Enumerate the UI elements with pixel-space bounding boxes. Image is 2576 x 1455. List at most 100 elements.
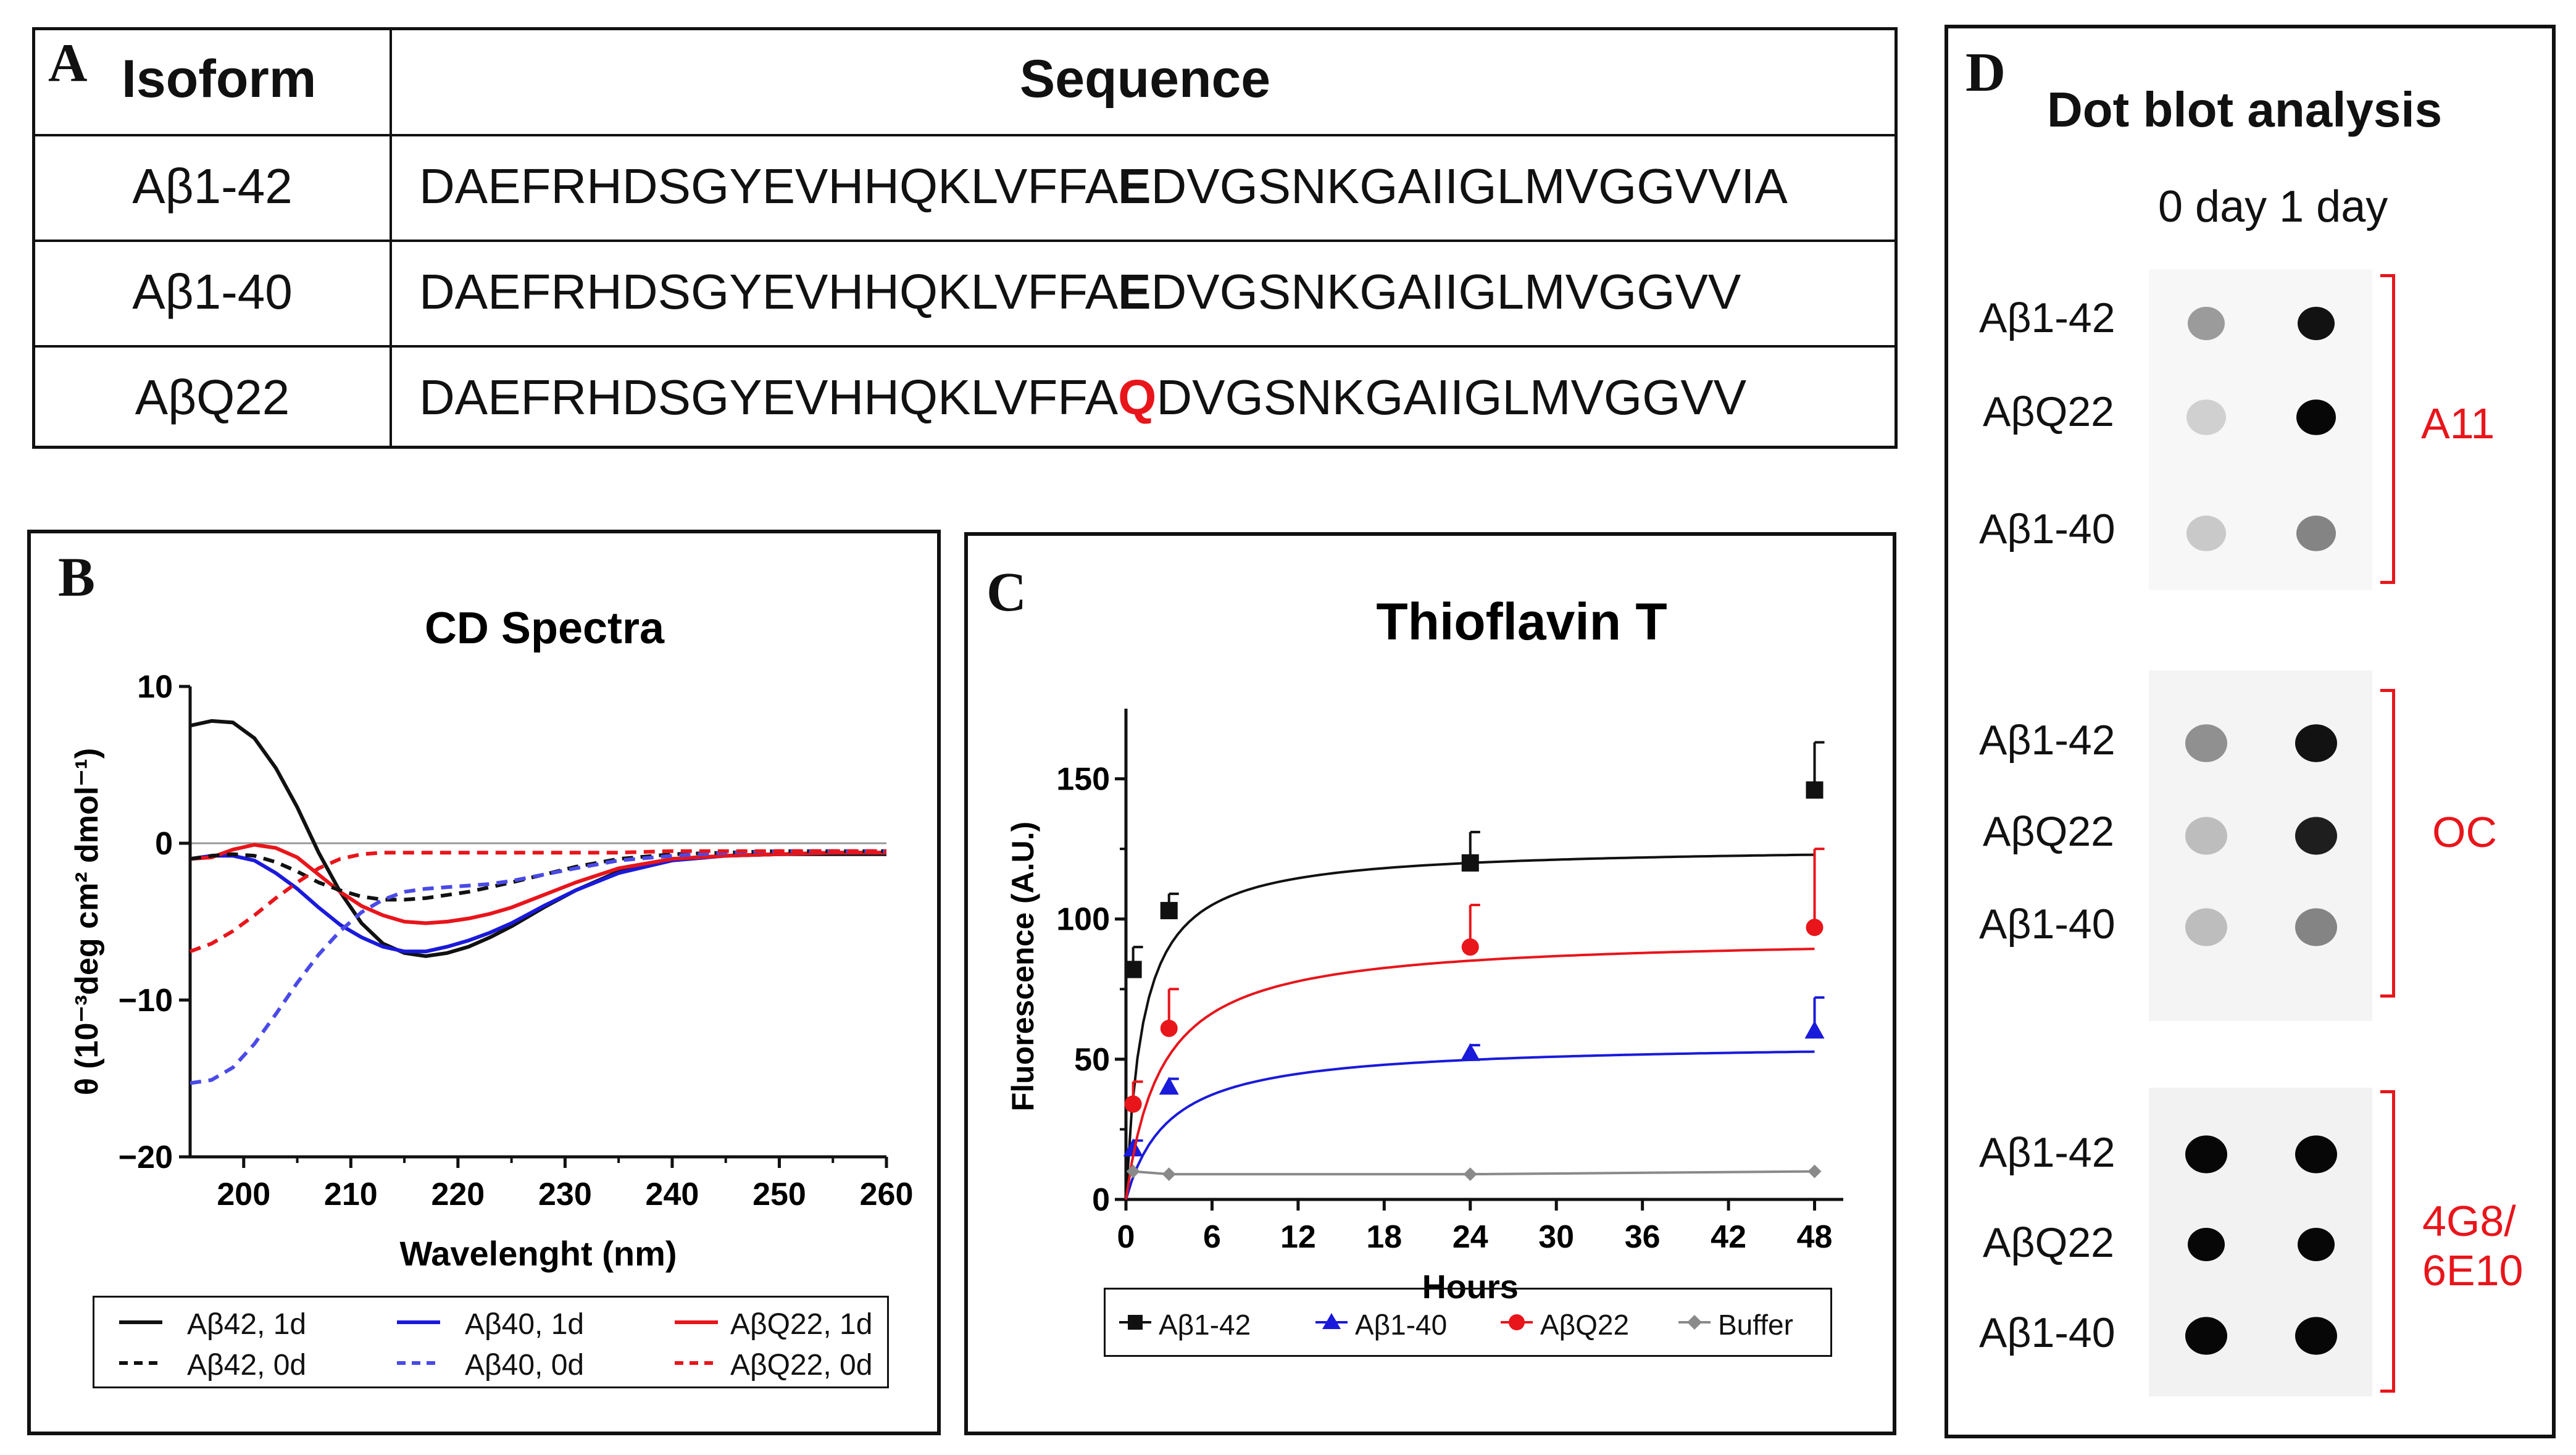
- tht-title: Thioflavin T: [1376, 593, 1667, 651]
- row-2-sequence: DAEFRHDSGYEVHHQKLVFFAEDVGSNKGAIIGLMVGGVV: [419, 264, 1741, 320]
- row-1-residue: E: [1118, 159, 1151, 214]
- row-3-sequence: DAEFRHDSGYEVHHQKLVFFAQDVGSNKGAIIGLMVGGVV: [419, 369, 1746, 426]
- tht-legend-markers: [1119, 1313, 1711, 1330]
- row-3-seq-post: DVGSNKGAIIGLMVGGVV: [1156, 370, 1747, 425]
- antibody-label-4g8-line1: 4G8/: [2422, 1197, 2516, 1245]
- tht-point-a-q22: [1160, 1019, 1178, 1037]
- blot-membrane-oc: [2149, 670, 2372, 1021]
- 4g8-bracket: [2380, 1090, 2395, 1393]
- tht-fit-buffer: [1133, 1170, 1815, 1176]
- blot-oc-label-1: Aβ1-42: [1979, 717, 2115, 764]
- tht-point-buffer: [1807, 1164, 1822, 1178]
- panel-d: D Dot blot analysis 0 day 1 day Aβ1-42 A…: [1945, 25, 2556, 1438]
- blot-membrane-4g8: [2149, 1088, 2372, 1396]
- cd-spectra-chart: CD Spectra 10 0 −10 −20 200 210 220 230 240 250 260…: [69, 604, 914, 1273]
- dot-spot-3-1d-1: [2295, 1135, 2337, 1174]
- tht-fit-a-q22: [1125, 948, 1815, 1200]
- row-2-residue: E: [1118, 264, 1151, 319]
- row-1-isoform: Aβ1-42: [132, 159, 293, 214]
- cd-x-tick-label: 250: [752, 1177, 806, 1212]
- cd-x-tick-label: 260: [860, 1177, 914, 1212]
- row-2-seq-pre: DAEFRHDSGYEVHHQKLVFFA: [419, 264, 1119, 319]
- cd-y-tick-label: 10: [137, 669, 173, 705]
- cd-series-a-q22-0d: [189, 849, 886, 954]
- tht-point-buffer: [1463, 1167, 1477, 1182]
- table-divider-h2: [35, 240, 1894, 242]
- tht-point-a-1-42: [1461, 854, 1479, 872]
- dot-spot-1-0d-1: [2188, 307, 2225, 340]
- row-3-residue: Q: [1118, 370, 1157, 425]
- panel-c-letter: C: [986, 562, 1027, 623]
- row-3-isoform: AβQ22: [135, 370, 290, 425]
- cd-x-tick-label: 230: [538, 1177, 592, 1212]
- tht-point-a-1-40: [1123, 1138, 1143, 1157]
- cd-title: CD Spectra: [425, 604, 665, 653]
- panel-b: B CD Spectra 10 0 −10 −20 200 210 220 230 240 250 2…: [27, 530, 941, 1435]
- dot-spot-2-1d-1: [2295, 724, 2337, 762]
- panel-d-letter: D: [1965, 42, 2006, 103]
- row-2-seq-post: DVGSNKGAIIGLMVGGVV: [1151, 264, 1741, 319]
- cd-legend-swatches: [119, 1320, 718, 1365]
- tht-point-a-q22: [1806, 919, 1824, 936]
- tht-point-a-q22: [1124, 1095, 1142, 1113]
- legend-label-ab42-1d: Aβ42, 1d: [187, 1308, 307, 1341]
- legend-label-ab42-0d: Aβ42, 0d: [187, 1349, 307, 1382]
- header-isoform: Isoform: [122, 49, 317, 109]
- legend-marker-abq22: [1509, 1314, 1525, 1330]
- tht-legend: Aβ1-42 Aβ1-40 AβQ22 Buffer: [1104, 1288, 1832, 1357]
- tht-point-buffer: [1162, 1167, 1176, 1182]
- tht-x-tick-label: 42: [1711, 1219, 1746, 1255]
- cd-x-tick-label: 210: [324, 1177, 378, 1212]
- legend-label-abq22: AβQ22: [1540, 1309, 1630, 1341]
- tht-point-a-1-40: [1460, 1043, 1480, 1061]
- tht-y-tick-label: 100: [1056, 902, 1110, 938]
- sequence-table: Isoform Sequence Aβ1-42 DAEFRHDSGYEVHHQK…: [32, 27, 1898, 449]
- cd-y-label: θ (10⁻³deg cm² dmol⁻¹): [69, 748, 105, 1096]
- cd-x-label: Wavelenght (nm): [399, 1234, 677, 1273]
- blot-oc-label-2: AβQ22: [1983, 808, 2114, 855]
- legend-label-ab142: Aβ1-42: [1159, 1309, 1251, 1341]
- row-2-isoform: Aβ1-40: [132, 264, 293, 319]
- tht-x-label: Hours: [1422, 1269, 1519, 1306]
- dot-spot-2-1d-2: [2295, 817, 2337, 855]
- tht-y-label: Fluorescence (A.U.): [1006, 822, 1040, 1112]
- blot-oc-label-3: Aβ1-40: [1979, 901, 2115, 948]
- dot-blot-title: Dot blot analysis: [2047, 82, 2443, 137]
- legend-label-ab40-1d: Aβ40, 1d: [465, 1308, 585, 1341]
- antibody-label-4g8-line2: 6E10: [2422, 1246, 2524, 1294]
- dot-spot-3-0d-2: [2188, 1228, 2225, 1261]
- tht-point-a-q22: [1461, 938, 1479, 956]
- blot-4g8-label-2: AβQ22: [1983, 1219, 2114, 1266]
- row-1-sequence: DAEFRHDSGYEVHHQKLVFFAEDVGSNKGAIIGLMVGGVV…: [419, 158, 1788, 215]
- panel-a-letter: A: [48, 33, 88, 93]
- cd-series-a-40-0d: [190, 849, 886, 1085]
- tht-point-a-1-42: [1160, 902, 1178, 920]
- tht-x-tick-label: 18: [1366, 1219, 1402, 1255]
- tht-x-tick-label: 0: [1117, 1219, 1135, 1255]
- tht-point-a-1-42: [1124, 961, 1142, 978]
- cd-series-a-q22-1d: [190, 843, 886, 925]
- table-divider-h3: [35, 345, 1894, 348]
- row-1-seq-post: DVGSNKGAIIGLMVGGVVIA: [1151, 159, 1788, 214]
- legend-label-buffer: Buffer: [1718, 1309, 1793, 1341]
- row-1-seq-pre: DAEFRHDSGYEVHHQKLVFFA: [419, 159, 1119, 214]
- dot-spot-1-0d-3: [2186, 515, 2226, 551]
- tht-x-tick-label: 36: [1625, 1219, 1661, 1255]
- dot-blot-columns-label: 0 day 1 day: [2158, 182, 2388, 231]
- dot-spot-2-0d-1: [2185, 724, 2227, 762]
- cd-x-tick-label: 220: [431, 1177, 485, 1212]
- cd-y-tick-label: −10: [119, 983, 173, 1019]
- tht-point-a-1-42: [1806, 781, 1824, 799]
- tht-x-tick-label: 24: [1453, 1219, 1488, 1255]
- cd-series-a-40-1d: [190, 851, 886, 954]
- dot-spot-3-1d-3: [2295, 1317, 2337, 1355]
- tht-y-tick-label: 0: [1092, 1182, 1110, 1218]
- legend-label-abq22-0d: AβQ22, 0d: [730, 1349, 873, 1382]
- tht-point-a-1-40: [1159, 1077, 1179, 1095]
- dot-spot-2-0d-3: [2185, 908, 2227, 946]
- dot-spot-3-0d-1: [2185, 1135, 2227, 1174]
- tht-x-tick-label: 12: [1280, 1219, 1316, 1255]
- tht-x-tick-label: 6: [1203, 1219, 1221, 1255]
- dot-spot-3-1d-2: [2298, 1228, 2335, 1261]
- tht-x-tick-label: 30: [1538, 1219, 1574, 1255]
